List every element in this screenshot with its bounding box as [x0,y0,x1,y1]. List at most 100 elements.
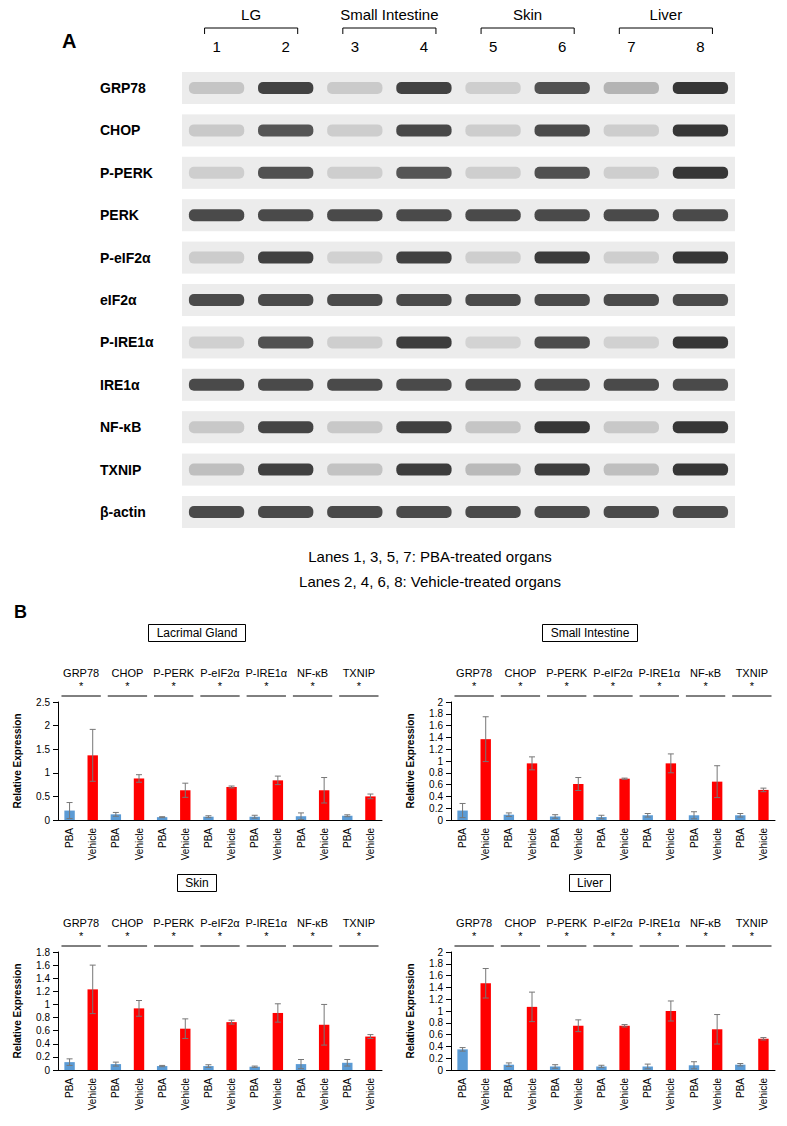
svg-text:P-PERK: P-PERK [100,165,153,181]
svg-text:NF-κB: NF-κB [690,917,721,929]
svg-text:Vehicle: Vehicle [665,828,676,861]
svg-text:8: 8 [696,38,704,55]
svg-text:Liver: Liver [650,6,683,23]
svg-text:5: 5 [489,38,497,55]
svg-text:P-IRE1α: P-IRE1α [100,334,154,350]
svg-text:Relative Expression: Relative Expression [12,713,23,808]
svg-text:A: A [62,30,76,52]
svg-text:Vehicle: Vehicle [573,1078,584,1111]
svg-text:PBA: PBA [735,828,746,848]
svg-text:1.6: 1.6 [429,970,443,981]
svg-text:Vehicle: Vehicle [712,828,723,861]
svg-text:0.2: 0.2 [429,1053,443,1064]
svg-text:TXNIP: TXNIP [100,462,141,478]
svg-text:P-eIF2α: P-eIF2α [100,250,151,266]
svg-text:PBA: PBA [110,828,121,848]
svg-text:1.2: 1.2 [429,994,443,1005]
svg-text:CHOP: CHOP [100,122,140,138]
svg-text:*: * [79,680,84,692]
svg-text:PBA: PBA [203,828,214,848]
svg-text:3: 3 [351,38,359,55]
svg-text:1.8: 1.8 [36,947,50,958]
svg-text:Vehicle: Vehicle [527,828,538,861]
svg-text:PBA: PBA [203,1078,214,1098]
svg-text:2: 2 [437,697,443,708]
svg-text:LG: LG [241,6,261,23]
svg-text:Vehicle: Vehicle [87,828,98,861]
svg-text:TXNIP: TXNIP [343,667,375,679]
svg-text:*: * [172,680,177,692]
svg-text:Vehicle: Vehicle [272,828,283,861]
svg-text:0.4: 0.4 [36,1038,50,1049]
svg-text:IRE1α: IRE1α [100,377,140,393]
svg-text:PBA: PBA [157,1078,168,1098]
svg-text:Vehicle: Vehicle [226,828,237,861]
svg-text:P-IRE1α: P-IRE1α [638,667,680,679]
svg-text:*: * [125,930,130,942]
svg-text:PBA: PBA [457,1078,468,1098]
svg-text:GRP78: GRP78 [63,917,99,929]
svg-text:0.4: 0.4 [429,1041,443,1052]
svg-text:PBA: PBA [64,1078,75,1098]
svg-text:Skin: Skin [513,6,542,23]
svg-text:PBA: PBA [342,1078,353,1098]
svg-text:*: * [703,680,708,692]
svg-text:PBA: PBA [642,828,653,848]
svg-text:*: * [172,930,177,942]
svg-text:*: * [310,930,315,942]
svg-text:*: * [518,930,523,942]
svg-text:Vehicle: Vehicle [226,1078,237,1111]
svg-text:Vehicle: Vehicle [272,1078,283,1111]
svg-text:*: * [472,930,477,942]
svg-text:NF-κB: NF-κB [297,917,328,929]
svg-text:Vehicle: Vehicle [665,1078,676,1111]
svg-text:PBA: PBA [64,828,75,848]
svg-text:PBA: PBA [503,1078,514,1098]
svg-text:0.8: 0.8 [36,1012,50,1023]
svg-text:Vehicle: Vehicle [319,828,330,861]
svg-text:1.8: 1.8 [429,958,443,969]
svg-text:CHOP: CHOP [112,917,144,929]
svg-text:*: * [357,680,362,692]
svg-text:Vehicle: Vehicle [365,828,376,861]
svg-text:CHOP: CHOP [505,667,537,679]
svg-text:Lacrimal Gland: Lacrimal Gland [157,626,238,640]
svg-text:1: 1 [437,756,443,767]
svg-text:6: 6 [558,38,566,55]
svg-text:*: * [125,680,130,692]
svg-text:GRP78: GRP78 [63,667,99,679]
svg-text:PBA: PBA [550,1078,561,1098]
svg-text:1.2: 1.2 [36,986,50,997]
svg-text:*: * [357,930,362,942]
svg-text:*: * [472,680,477,692]
svg-text:PERK: PERK [100,207,139,223]
svg-text:*: * [565,930,570,942]
svg-text:2: 2 [44,720,50,731]
svg-text:2: 2 [282,38,290,55]
svg-text:NF-κB: NF-κB [100,419,141,435]
svg-text:P-IRE1α: P-IRE1α [245,667,287,679]
svg-text:*: * [611,680,616,692]
svg-text:Skin: Skin [185,876,208,890]
svg-text:Vehicle: Vehicle [712,1078,723,1111]
svg-text:1.6: 1.6 [429,720,443,731]
svg-text:PBA: PBA [642,1078,653,1098]
svg-text:PBA: PBA [689,1078,700,1098]
svg-text:Small Intestine: Small Intestine [551,626,630,640]
svg-text:*: * [79,930,84,942]
svg-text:1: 1 [44,767,50,778]
svg-text:P-PERK: P-PERK [546,667,588,679]
svg-text:Vehicle: Vehicle [573,828,584,861]
svg-text:P-IRE1α: P-IRE1α [638,917,680,929]
svg-text:CHOP: CHOP [505,917,537,929]
svg-text:P-eIF2α: P-eIF2α [593,917,633,929]
svg-text:*: * [264,930,269,942]
svg-text:Vehicle: Vehicle [365,1078,376,1111]
svg-text:PBA: PBA [550,828,561,848]
svg-text:Relative Expression: Relative Expression [405,963,416,1058]
svg-text:Lanes 2, 4, 6, 8: Vehicle-trea: Lanes 2, 4, 6, 8: Vehicle-treated organs [299,573,561,590]
svg-text:*: * [703,930,708,942]
svg-text:0: 0 [44,815,50,826]
svg-text:0.5: 0.5 [36,791,50,802]
svg-text:Vehicle: Vehicle [758,1078,769,1111]
